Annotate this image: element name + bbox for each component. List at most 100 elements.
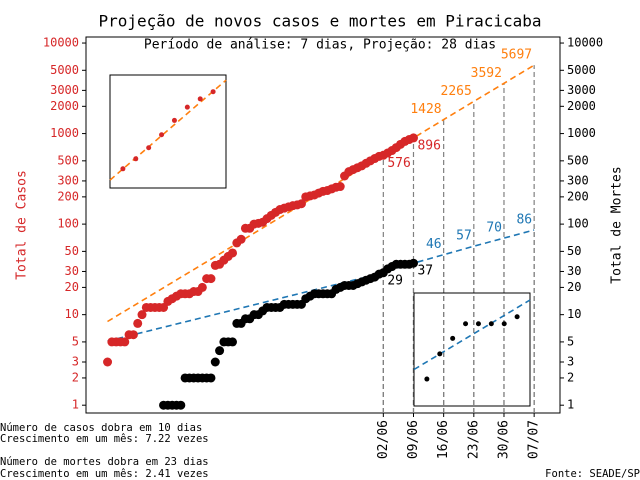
y-tick-label: 5 (72, 334, 79, 348)
y-tick-label: 1 (72, 398, 79, 412)
projection-line (413, 299, 531, 371)
y-tick-label: 200 (57, 189, 79, 203)
data-point (133, 156, 139, 162)
source: Fonte: SEADE/SP (545, 468, 640, 480)
y-tick-label: 3 (72, 354, 79, 368)
x-tick-label: 02/06 (376, 420, 391, 459)
data-point (228, 337, 238, 347)
data-point (236, 234, 246, 244)
data-point (206, 373, 216, 383)
chart-subtitle: Período de análise: 7 dias, Projeção: 28… (144, 38, 496, 53)
y-tick-label: 5000 (50, 63, 79, 77)
x-tick-label: 07/07 (527, 420, 542, 459)
y-axis-label: Total de Casos (15, 170, 30, 280)
x-tick-label: 09/06 (406, 420, 421, 459)
y2-tick-label: 10 (567, 307, 581, 321)
y2-tick-label: 3 (567, 354, 574, 368)
data-point (437, 351, 443, 357)
data-point (514, 314, 520, 320)
y-tick-label: 20 (65, 280, 79, 294)
projection-label: 3592 (471, 66, 502, 81)
data-point (296, 199, 306, 209)
y-tick-label: 1000 (50, 126, 79, 140)
y2-tick-label: 10000 (567, 36, 603, 50)
y2-tick-label: 30 (567, 264, 581, 278)
data-point (206, 274, 216, 284)
y-tick-label: 500 (57, 153, 79, 167)
x-tick-label: 16/06 (436, 420, 451, 459)
data-point (197, 282, 207, 292)
x-tick-label: 23/06 (466, 420, 481, 459)
y2-tick-label: 200 (567, 189, 589, 203)
y2-tick-label: 300 (567, 173, 589, 187)
projection-label: 576 (387, 156, 410, 171)
projection-label: 37 (417, 264, 433, 279)
projection-label: 896 (417, 138, 440, 153)
data-point (120, 166, 126, 172)
data-point (450, 335, 456, 341)
y-tick-label: 10 (65, 307, 79, 321)
data-point (137, 310, 147, 320)
y-tick-label: 30 (65, 264, 79, 278)
data-point (228, 248, 238, 258)
data-point (176, 400, 186, 410)
projection-label: 57 (456, 229, 472, 244)
y2-tick-label: 500 (567, 153, 589, 167)
data-point (159, 132, 165, 138)
plot-frame (413, 292, 531, 407)
data-point (146, 145, 152, 151)
data-point (210, 89, 216, 95)
data-point (408, 133, 418, 143)
data-point (133, 318, 143, 328)
data-point (408, 258, 418, 268)
y-tick-label: 3000 (50, 83, 79, 97)
y-tick-label: 300 (57, 173, 79, 187)
y-tick-label: 2000 (50, 99, 79, 113)
chart-title: Projeção de novos casos e mortes em Pira… (98, 12, 541, 31)
data-point (103, 357, 113, 367)
data-point (215, 346, 225, 356)
y2-tick-label: 5000 (567, 63, 596, 77)
x-tick-label: 30/06 (496, 420, 511, 459)
projection-label: 46 (426, 237, 442, 252)
y2-tick-label: 50 (567, 244, 581, 258)
projection-label: 70 (486, 221, 502, 236)
y-tick-label: 50 (65, 244, 79, 258)
y-tick-label: 10000 (43, 36, 79, 50)
y2-tick-label: 1 (567, 398, 574, 412)
data-point (171, 117, 177, 123)
data-point (197, 96, 203, 102)
data-point (335, 182, 345, 192)
y2-tick-label: 100 (567, 217, 589, 231)
note: Crescimento em um mês: 2.41 vezes (0, 468, 209, 480)
note: Número de casos dobra em 10 dias (0, 422, 202, 434)
y-tick-label: 2 (72, 370, 79, 384)
y2-axis-label: Total de Mortes (610, 166, 625, 283)
note: Número de mortes dobra em 23 dias (0, 456, 209, 468)
data-point (488, 321, 494, 327)
projection-label: 5697 (501, 48, 532, 63)
data-point (210, 357, 220, 367)
data-point (128, 330, 138, 340)
y-tick-label: 100 (57, 217, 79, 231)
data-point (501, 321, 507, 327)
y2-tick-label: 20 (567, 280, 581, 294)
projection-line (109, 79, 227, 181)
data-point (120, 337, 130, 347)
y2-tick-label: 2000 (567, 99, 596, 113)
y2-tick-label: 3000 (567, 83, 596, 97)
plot-frame (109, 74, 227, 189)
data-point (463, 321, 469, 327)
projection-label: 1428 (410, 102, 441, 117)
y2-tick-label: 2 (567, 370, 574, 384)
projection-label: 86 (516, 213, 532, 228)
projection-label: 29 (387, 273, 403, 288)
y2-tick-label: 1000 (567, 126, 596, 140)
data-point (184, 104, 190, 110)
data-point (475, 321, 481, 327)
note: Crescimento em um mês: 7.22 vezes (0, 433, 209, 445)
projection-label: 2265 (441, 84, 472, 99)
y2-tick-label: 5 (567, 334, 574, 348)
